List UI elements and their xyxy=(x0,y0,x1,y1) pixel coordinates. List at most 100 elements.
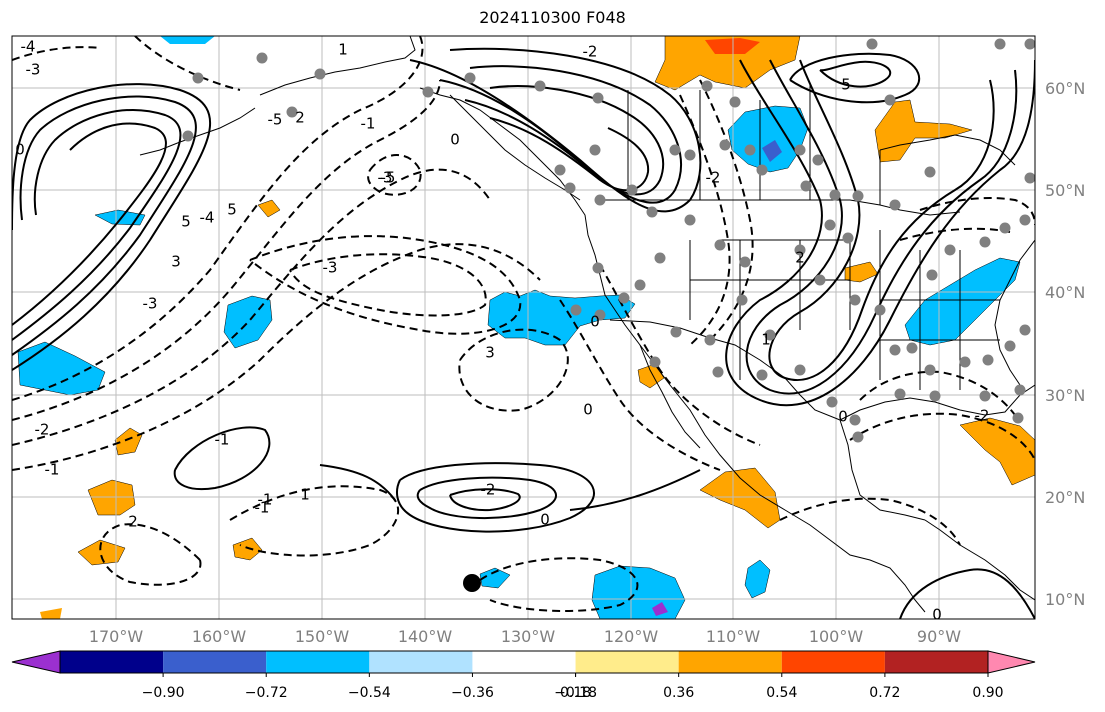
contour-east-ridge-1 xyxy=(725,59,1035,407)
station-dot xyxy=(1019,324,1031,336)
contour-nw-ridge-3 xyxy=(464,85,665,196)
station-dot xyxy=(669,144,681,156)
contour-central-pacific xyxy=(173,426,271,490)
contour-label: -2 xyxy=(481,481,496,499)
contour-label: -1 xyxy=(361,115,376,133)
station-dot xyxy=(1024,172,1035,184)
contour-neg-22 xyxy=(134,36,241,91)
contour-neg-12 xyxy=(559,299,721,471)
station-dot xyxy=(314,68,326,80)
station-dot xyxy=(849,294,861,306)
station-dot xyxy=(756,164,768,176)
station-dot xyxy=(592,262,604,274)
coastline-gulf-of-mexico xyxy=(839,384,1035,421)
station-dot xyxy=(589,144,601,156)
station-dot xyxy=(812,154,824,166)
station-dot xyxy=(594,309,606,321)
station-dot xyxy=(814,274,826,286)
contour-neg-13 xyxy=(599,264,761,446)
station-dot xyxy=(829,189,841,201)
contour-west-ridge-3 xyxy=(12,109,182,341)
contour-label: -1 xyxy=(255,499,270,517)
contour-label: 0 xyxy=(932,606,942,624)
contour-west-ridge-1 xyxy=(12,83,211,371)
station-dot xyxy=(739,256,751,268)
contour-label: -4 xyxy=(200,209,215,227)
station-dot xyxy=(889,199,901,211)
map-plot-area: -4 -3 1 -2 -1 2 -5 0 5 -5 3 -4 -3 0 -2 -1 2 -1 1 0 -2 3 -3 -1 0 -… xyxy=(12,36,1035,624)
station-dot xyxy=(422,86,434,98)
station-dot xyxy=(649,356,661,368)
contour-east-ridge-5 xyxy=(789,52,921,104)
contour-subtropical-high-inner xyxy=(416,476,557,520)
station-dot xyxy=(979,390,991,402)
station-dot xyxy=(594,194,606,206)
station-dot xyxy=(534,80,546,92)
latitude-label: 20°N xyxy=(1045,488,1085,507)
colorbar-tick-label: 0.72 xyxy=(869,685,900,701)
fill-blue-east-us xyxy=(904,257,1021,346)
fill-orange-small-5 xyxy=(257,199,281,218)
station-dot xyxy=(926,269,938,281)
colorbar-extend-high xyxy=(987,650,1036,674)
station-dot xyxy=(592,92,604,104)
colorbar-tick-label: −0.72 xyxy=(245,685,288,701)
station-dot xyxy=(570,304,582,316)
station-dot xyxy=(714,239,726,251)
latitude-label: 30°N xyxy=(1045,386,1085,405)
station-dot xyxy=(756,369,768,381)
colorbar-segment xyxy=(884,651,988,673)
station-dot xyxy=(849,414,861,426)
longitude-label: 120°W xyxy=(604,627,659,646)
station-dot xyxy=(794,144,806,156)
colorbar-tick-labels: −0.90 −0.72 −0.54 −0.36 −0.180.18 0.36 0.54 0.7… xyxy=(142,673,1004,701)
contour-neg-18 xyxy=(779,497,961,546)
fill-blue-small-3 xyxy=(744,559,771,599)
islands-alaska-panhandle xyxy=(449,94,581,201)
contour-neg-10 xyxy=(229,485,400,557)
colorbar-extend-low xyxy=(11,650,61,674)
colorbar-segment xyxy=(60,651,164,673)
contour-neg-20 xyxy=(899,227,1011,241)
station-dot xyxy=(944,244,956,256)
fill-orange-small-2 xyxy=(77,539,126,566)
contour-labels: -4 -3 1 -2 -1 2 -5 0 5 -5 3 -4 -3 0 -2 -1 2 -1 1 0 -2 3 -3 -1 0 -… xyxy=(15,38,989,624)
contour-label: 2 xyxy=(128,513,138,531)
contour-label: -3 xyxy=(26,61,41,79)
coastline-alaska xyxy=(259,36,416,96)
station-dots xyxy=(182,38,1035,443)
station-dot xyxy=(982,354,994,366)
station-dot xyxy=(842,232,854,244)
contour-west-ridge-4 xyxy=(12,122,167,326)
station-dot xyxy=(929,390,941,402)
map-title: 2024110300 F048 xyxy=(479,8,626,27)
contour-neg-1 xyxy=(12,36,424,401)
station-dot xyxy=(994,38,1006,50)
longitude-label: 170°W xyxy=(89,627,144,646)
station-dot xyxy=(684,214,696,226)
colorbar-tick-label: −0.90 xyxy=(142,685,185,701)
contour-neg-15 xyxy=(679,94,731,346)
fill-purple-south xyxy=(652,602,668,616)
station-dot xyxy=(1024,38,1035,50)
border-states-west xyxy=(689,239,851,380)
colorbar-tick-label: 0.54 xyxy=(766,685,797,701)
colorbar-tick-label: 0.36 xyxy=(663,685,694,701)
contour-label: 5 xyxy=(841,76,851,94)
contour-label: -3 xyxy=(143,295,158,313)
contour-label: -1 xyxy=(45,461,60,479)
contour-subtropical-high-core xyxy=(449,488,521,512)
contour-label: 3 xyxy=(485,344,495,362)
station-dot xyxy=(182,130,194,142)
station-dot xyxy=(800,180,812,192)
station-dot xyxy=(1004,340,1016,352)
station-dot xyxy=(646,206,658,218)
station-dot xyxy=(889,344,901,356)
longitude-label: 110°W xyxy=(706,627,761,646)
contour-label: -3 xyxy=(323,259,338,277)
contour-label: -2 xyxy=(583,43,598,61)
station-dot xyxy=(794,244,806,256)
contour-neg-14 xyxy=(699,79,754,341)
fill-orange-small-3 xyxy=(232,537,263,561)
